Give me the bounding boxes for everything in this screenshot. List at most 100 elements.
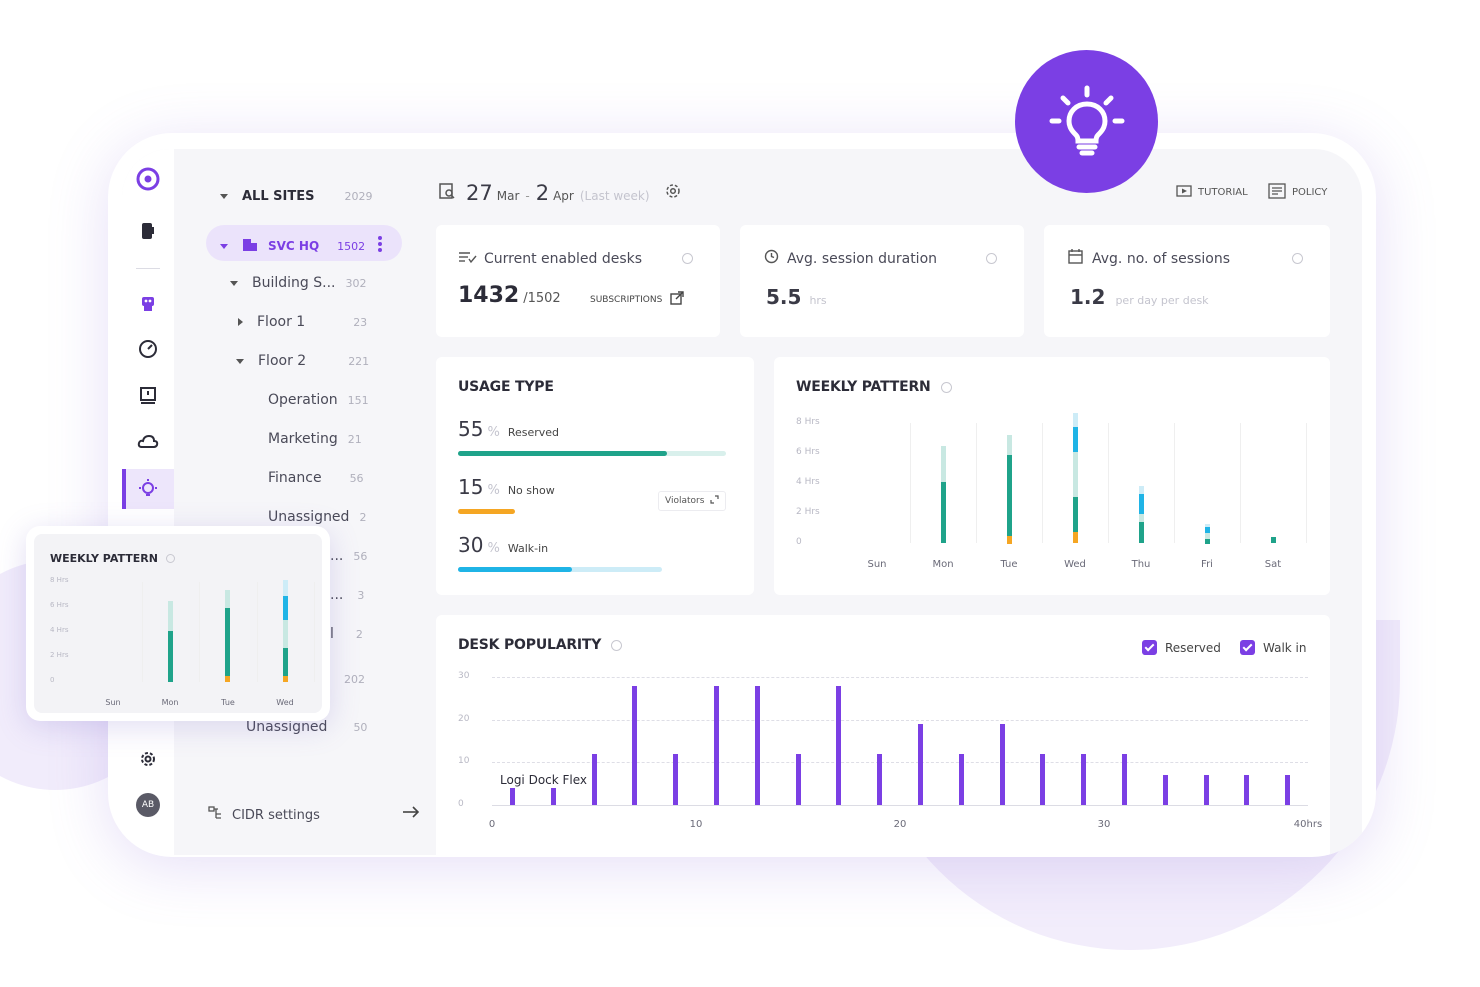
tree-item-finance[interactable]: Finance 56 bbox=[268, 470, 364, 486]
bar-segment bbox=[168, 601, 173, 631]
bar-segment bbox=[1205, 533, 1210, 539]
stat-value: 1432 bbox=[458, 283, 520, 308]
tree-item-unassigned-2[interactable]: Unassigned 50 bbox=[246, 719, 368, 735]
bar-segment bbox=[1205, 539, 1210, 544]
bar-segment bbox=[283, 647, 288, 676]
device-frame: AB ALL SITES 2029 SVC HQ 1502 bbox=[108, 133, 1376, 857]
stat-card-session-duration: Avg. session duration 5.5 hrs bbox=[740, 225, 1024, 337]
robot-icon[interactable] bbox=[134, 289, 162, 317]
tree-item-all-sites[interactable]: ALL SITES 2029 bbox=[220, 189, 372, 204]
main-content: 27 Mar - 2 Apr (Last week) TUTORIAL bbox=[424, 149, 1362, 855]
info-icon[interactable] bbox=[682, 253, 693, 264]
caret-right-icon bbox=[238, 318, 243, 326]
gear-icon[interactable] bbox=[134, 745, 162, 773]
stat-value-row: 5.5 hrs bbox=[766, 285, 827, 309]
desk-bar bbox=[1163, 775, 1168, 805]
list-check-icon bbox=[458, 249, 478, 268]
network-icon bbox=[208, 806, 224, 824]
usage-item-reserved: 55 % Reserved bbox=[458, 417, 560, 441]
location-tree: ALL SITES 2029 SVC HQ 1502 Building S...… bbox=[174, 149, 424, 855]
alert-icon[interactable] bbox=[134, 381, 162, 409]
bar-segment bbox=[1073, 452, 1078, 497]
desk-bar bbox=[918, 724, 923, 805]
tree-item-floor1[interactable]: Floor 1 23 bbox=[238, 314, 367, 330]
grid-line bbox=[257, 582, 258, 682]
logo-icon[interactable] bbox=[134, 165, 162, 193]
rail-active-indicator bbox=[122, 469, 174, 509]
calendar-icon bbox=[1068, 249, 1084, 268]
bar-segment bbox=[1073, 531, 1078, 543]
arrow-right-icon[interactable] bbox=[402, 805, 420, 823]
desk-bar bbox=[1000, 724, 1005, 805]
tree-item-partial-4[interactable]: 202 bbox=[344, 673, 365, 686]
stat-title-row: Avg. no. of sessions bbox=[1068, 249, 1230, 268]
tree-item-unassigned[interactable]: Unassigned 2 bbox=[268, 509, 367, 525]
tree-item-svc-hq-highlight bbox=[206, 225, 402, 261]
bar-segment bbox=[1073, 426, 1078, 452]
bar-segment bbox=[1139, 486, 1144, 494]
cidr-settings-link[interactable]: CIDR settings bbox=[208, 805, 420, 824]
bar-segment bbox=[1007, 455, 1012, 536]
legend-reserved[interactable]: Reserved bbox=[1142, 640, 1221, 655]
info-icon[interactable] bbox=[940, 381, 952, 393]
weekly-pattern-chart: 8 Hrs 6 Hrs 4 Hrs 2 Hrs 0 Sun Mon Tue Wed Thu Fri S… bbox=[774, 357, 1330, 595]
tree-item-partial-3[interactable]: l 2 bbox=[330, 626, 363, 642]
bulb-icon[interactable] bbox=[134, 475, 162, 503]
legend-walk-in[interactable]: Walk in bbox=[1240, 640, 1307, 655]
tree-item-partial-1[interactable]: ... 56 bbox=[330, 548, 368, 564]
info-icon[interactable] bbox=[165, 554, 175, 563]
bar-segment bbox=[283, 676, 288, 682]
day-label: Sat bbox=[1264, 559, 1282, 570]
clock-icon bbox=[764, 249, 779, 268]
floating-card-inner: WEEKLY PATTERN 8 Hrs 6 Hrs 4 Hrs 2 Hrs 0 Sun M… bbox=[34, 534, 322, 713]
desk-bar bbox=[877, 754, 882, 805]
grid-line bbox=[976, 423, 977, 543]
bar-segment bbox=[283, 580, 288, 596]
desk-bar bbox=[510, 788, 515, 805]
tree-item-building[interactable]: Building S... 302 bbox=[230, 275, 366, 291]
tree-item-svc-hq[interactable]: SVC HQ 1502 bbox=[220, 235, 383, 257]
day-label: Wed bbox=[1064, 559, 1086, 570]
bar-segment bbox=[1139, 522, 1144, 543]
usage-type-card: USAGE TYPE 55 % Reserved 15 % No show Vi… bbox=[436, 357, 754, 595]
grid-line bbox=[142, 582, 143, 682]
policy-button[interactable]: POLICY bbox=[1268, 183, 1327, 202]
desk-popularity-card: DESK POPULARITY Reserved Walk in 30 20 10 0… bbox=[436, 615, 1330, 855]
stat-card-sessions: Avg. no. of sessions 1.2 per day per des… bbox=[1044, 225, 1330, 337]
bar-segment bbox=[1205, 524, 1210, 527]
stat-card-enabled-desks: Current enabled desks 1432 /1502 SUBSCRI… bbox=[436, 225, 720, 337]
date-range-picker[interactable]: 27 Mar - 2 Apr (Last week) bbox=[438, 181, 682, 205]
tree-item-partial-2[interactable]: ... 3 bbox=[330, 587, 365, 603]
info-icon[interactable] bbox=[611, 639, 623, 651]
info-icon[interactable] bbox=[1292, 253, 1303, 264]
more-vertical-icon[interactable] bbox=[377, 235, 383, 257]
tree-item-marketing[interactable]: Marketing 21 bbox=[268, 431, 362, 447]
cloud-icon[interactable] bbox=[134, 427, 162, 455]
info-icon[interactable] bbox=[986, 253, 997, 264]
bar-segment bbox=[941, 446, 946, 482]
desk-popularity-header: DESK POPULARITY bbox=[458, 637, 623, 653]
avatar[interactable]: AB bbox=[134, 791, 162, 819]
violators-button[interactable]: Violators bbox=[658, 491, 727, 511]
settings-gear-icon[interactable] bbox=[664, 182, 682, 204]
phone-icon[interactable] bbox=[134, 217, 162, 245]
day-label: Sun bbox=[867, 559, 887, 570]
y-tick-label: 0 bbox=[50, 676, 55, 684]
floating-weekly-pattern-card: WEEKLY PATTERN 8 Hrs 6 Hrs 4 Hrs 2 Hrs 0 Sun M… bbox=[26, 526, 330, 721]
tree-item-floor2[interactable]: Floor 2 221 bbox=[236, 353, 369, 369]
bar-segment bbox=[1007, 435, 1012, 455]
bar-segment bbox=[1139, 513, 1144, 522]
desk-bar bbox=[1040, 754, 1045, 805]
gauge-icon[interactable] bbox=[134, 335, 162, 363]
subscriptions-link[interactable]: SUBSCRIPTIONS bbox=[590, 291, 685, 308]
tutorial-button[interactable]: TUTORIAL bbox=[1176, 185, 1248, 200]
grid-line-h bbox=[492, 677, 1308, 678]
grid-line-h bbox=[492, 720, 1308, 721]
grid-line bbox=[1240, 423, 1241, 543]
bar-segment bbox=[225, 676, 230, 682]
x-tick-label: 40hrs bbox=[1293, 819, 1323, 830]
usage-item-no-show: 15 % No show bbox=[458, 475, 555, 499]
y-tick-label: 30 bbox=[458, 671, 470, 681]
tree-item-operation[interactable]: Operation 151 bbox=[268, 392, 369, 408]
floating-title: WEEKLY PATTERN bbox=[50, 552, 158, 565]
